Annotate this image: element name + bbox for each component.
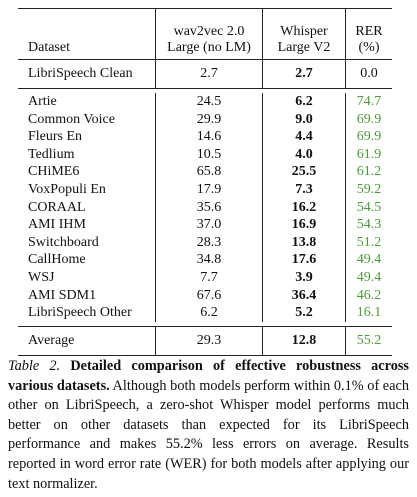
header-cell: RER (%) (345, 9, 392, 59)
table-row: AMI IHM 37.0 16.9 54.3 (18, 216, 392, 234)
value-cell: 17.6 (262, 251, 345, 269)
value-cell: 24.5 (155, 93, 262, 111)
dataset-name: Common Voice (28, 111, 115, 127)
caption-body: Although both models perform within 0.1%… (8, 377, 409, 492)
value-cell: 28.3 (155, 233, 262, 252)
table-row: CallHome 34.8 17.6 49.4 (18, 251, 392, 269)
caption-label: Table 2. (8, 358, 61, 374)
value-cell: 61.9 (345, 145, 392, 164)
dataset-name: LibriSpeech Other (28, 305, 132, 321)
header-text: Dataset (28, 40, 70, 55)
value-cell: 16.9 (262, 216, 345, 234)
dataset-name: Tedlium (28, 146, 75, 162)
value-cell: 49.4 (345, 268, 392, 287)
clean-section: LibriSpeech Clean 2.7 2.7 0.0 (18, 59, 392, 88)
table-row: Tedlium 10.5 4.0 61.9 (18, 145, 392, 164)
value-cell: 16.1 (345, 304, 392, 322)
value-cell: 12.8 (262, 326, 345, 355)
dataset-name: CallHome (28, 252, 86, 268)
table-caption: Table 2. Detailed comparison of effectiv… (8, 357, 409, 494)
value-cell: 55.2 (345, 326, 392, 355)
value-cell: 17.9 (155, 180, 262, 199)
value-cell: 67.6 (155, 286, 262, 305)
value-cell: 4.0 (262, 145, 345, 164)
table-row: LibriSpeech Other 6.2 5.2 16.1 (18, 304, 392, 322)
value-cell: 51.2 (345, 233, 392, 252)
value-cell: 14.6 (155, 128, 262, 146)
table-row: WSJ 7.7 3.9 49.4 (18, 268, 392, 287)
value-cell: 7.7 (155, 268, 262, 287)
table-row: VoxPopuli En 17.9 7.3 59.2 (18, 180, 392, 199)
value-cell: 4.4 (262, 128, 345, 146)
value-cell: 2.7 (155, 60, 262, 88)
value-cell: 16.2 (262, 198, 345, 217)
value-cell: 54.5 (345, 198, 392, 217)
value-cell: 61.2 (345, 163, 392, 181)
value-cell: 6.2 (262, 93, 345, 111)
value-cell: 5.2 (262, 304, 345, 322)
value-cell: 46.2 (345, 286, 392, 305)
table-row: Fleurs En 14.6 4.4 69.9 (18, 128, 392, 146)
value-cell: 34.8 (155, 251, 262, 269)
value-cell: 29.3 (155, 326, 262, 355)
dataset-name: WSJ (28, 269, 55, 285)
value-cell: 6.2 (155, 304, 262, 322)
header-text: (%) (358, 40, 380, 55)
dataset-name: Fleurs En (28, 129, 83, 145)
value-cell: 2.7 (262, 60, 345, 88)
dataset-name: CORAAL (28, 199, 86, 215)
value-cell: 69.9 (345, 110, 392, 129)
results-table: Dataset wav2vec 2.0 Large (no LM) Whisper La… (18, 8, 392, 356)
table-header: Dataset wav2vec 2.0 Large (no LM) Whisper La… (18, 9, 392, 59)
table-row: LibriSpeech Clean 2.7 2.7 0.0 (18, 60, 392, 88)
dataset-name: AMI SDM1 (28, 287, 97, 303)
value-cell: 74.7 (345, 93, 392, 111)
table-row: Switchboard 28.3 13.8 51.2 (18, 233, 392, 252)
value-cell: 36.4 (262, 286, 345, 305)
dataset-name: LibriSpeech Clean (28, 66, 133, 81)
table-row: Common Voice 29.9 9.0 69.9 (18, 110, 392, 129)
value-cell: 59.2 (345, 180, 392, 199)
value-cell: 54.3 (345, 216, 392, 234)
header-text: Large (no LM) (167, 40, 251, 55)
value-cell: 10.5 (155, 145, 262, 164)
value-cell: 9.0 (262, 110, 345, 129)
dataset-name: CHiME6 (28, 164, 80, 180)
value-cell: 29.9 (155, 110, 262, 129)
header-text: RER (355, 24, 383, 39)
value-cell: 3.9 (262, 268, 345, 287)
table-row: CHiME6 65.8 25.5 61.2 (18, 163, 392, 181)
value-cell: 69.9 (345, 128, 392, 146)
dataset-name: Artie (28, 94, 57, 109)
value-cell: 25.5 (262, 163, 345, 181)
header-text: Large V2 (277, 40, 331, 55)
table-row: Artie 24.5 6.2 74.7 (18, 93, 392, 111)
value-cell: 35.6 (155, 198, 262, 217)
dataset-name: Switchboard (28, 234, 99, 250)
body-section: Artie 24.5 6.2 74.7 Common Voice 29.9 9.0 69.9 F… (18, 88, 392, 326)
value-cell: 37.0 (155, 216, 262, 234)
header-text: Whisper (280, 24, 328, 39)
header-cell: Whisper Large V2 (262, 9, 345, 59)
header-cell: wav2vec 2.0 Large (no LM) (155, 9, 262, 59)
value-cell: 65.8 (155, 163, 262, 181)
value-cell: 49.4 (345, 251, 392, 269)
dataset-name: AMI IHM (28, 217, 86, 233)
value-cell: 7.3 (262, 180, 345, 199)
header-cell: Dataset (18, 9, 155, 59)
header-text: wav2vec 2.0 (173, 24, 245, 39)
table-row: Average 29.3 12.8 55.2 (18, 326, 392, 355)
value-cell: 0.0 (345, 60, 392, 88)
table-row: CORAAL 35.6 16.2 54.5 (18, 198, 392, 217)
caption-title: Detailed comparison of effective robustn… (8, 358, 409, 394)
dataset-name: Average (28, 332, 75, 348)
header-row: Dataset wav2vec 2.0 Large (no LM) Whisper La… (18, 9, 392, 59)
value-cell: 13.8 (262, 233, 345, 252)
average-section: Average 29.3 12.8 55.2 (18, 325, 392, 355)
table-row: AMI SDM1 67.6 36.4 46.2 (18, 286, 392, 305)
dataset-name: VoxPopuli En (28, 181, 106, 197)
